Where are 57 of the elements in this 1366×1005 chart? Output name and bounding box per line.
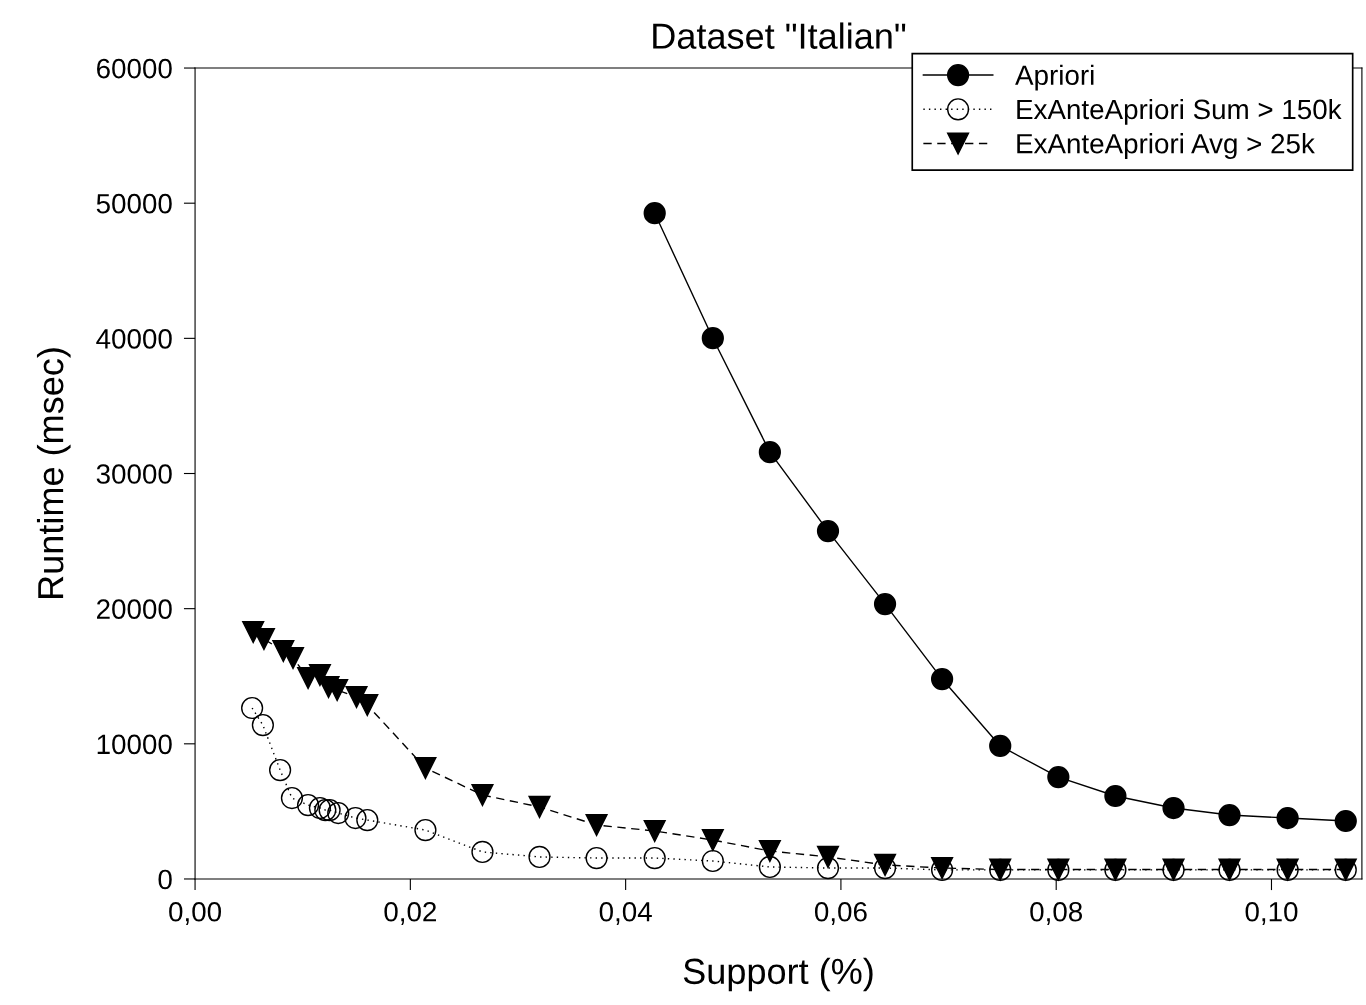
point	[241, 696, 264, 720]
point	[471, 783, 494, 807]
point	[1276, 806, 1299, 830]
point	[701, 327, 724, 350]
y-tick-label: 60000	[97, 58, 172, 79]
point	[643, 819, 666, 843]
point	[816, 519, 840, 543]
point	[758, 441, 781, 464]
point	[356, 808, 379, 832]
y-tick-label: 40000	[96, 329, 172, 349]
point	[1334, 809, 1357, 833]
point	[414, 756, 437, 780]
point	[701, 849, 724, 873]
x-tick-label: 0,10	[1245, 901, 1298, 925]
point	[471, 840, 494, 864]
y-tick-label: 20000	[97, 599, 172, 619]
point	[268, 758, 292, 782]
y-tick-label: 0	[158, 869, 172, 890]
point	[758, 855, 781, 879]
x-tick-label: 0,06	[814, 901, 867, 925]
point	[1104, 784, 1127, 808]
point	[528, 795, 551, 819]
point	[528, 845, 551, 869]
chart-title: Dataset "Italian"	[653, 22, 906, 49]
point	[344, 806, 367, 830]
legend-label: Apriori	[1015, 64, 1094, 91]
point	[643, 846, 666, 870]
x-tick-label: 0,00	[169, 901, 222, 925]
point	[296, 793, 320, 817]
point	[758, 839, 781, 863]
point	[308, 796, 332, 820]
point	[989, 734, 1012, 758]
point	[701, 828, 724, 852]
y-tick-label: 30000	[96, 464, 172, 484]
legend-label: ExAnteApriori Avg > 25k	[1017, 133, 1315, 159]
y-tick-label: 10000	[97, 734, 172, 755]
legend-label: ExAnteApriori Sum > 150k	[1017, 98, 1342, 125]
point	[816, 856, 840, 880]
point	[280, 786, 304, 810]
point	[816, 845, 840, 869]
point	[873, 592, 897, 616]
x-axis-title: Support (%)	[683, 957, 873, 992]
point	[414, 818, 437, 842]
point	[585, 846, 608, 870]
point	[327, 801, 350, 825]
point	[1218, 803, 1241, 827]
x-tick-label: 0,04	[599, 901, 652, 925]
point	[1047, 765, 1070, 789]
point	[1162, 796, 1185, 820]
y-axis-title: Runtime (msec)	[36, 348, 71, 598]
point	[585, 813, 608, 837]
x-tick-label: 0,02	[384, 901, 436, 925]
y-tick-label: 50000	[96, 193, 172, 214]
point	[643, 202, 666, 225]
x-tick-label: 0,08	[1030, 901, 1083, 925]
point	[251, 713, 274, 737]
point	[930, 667, 954, 691]
